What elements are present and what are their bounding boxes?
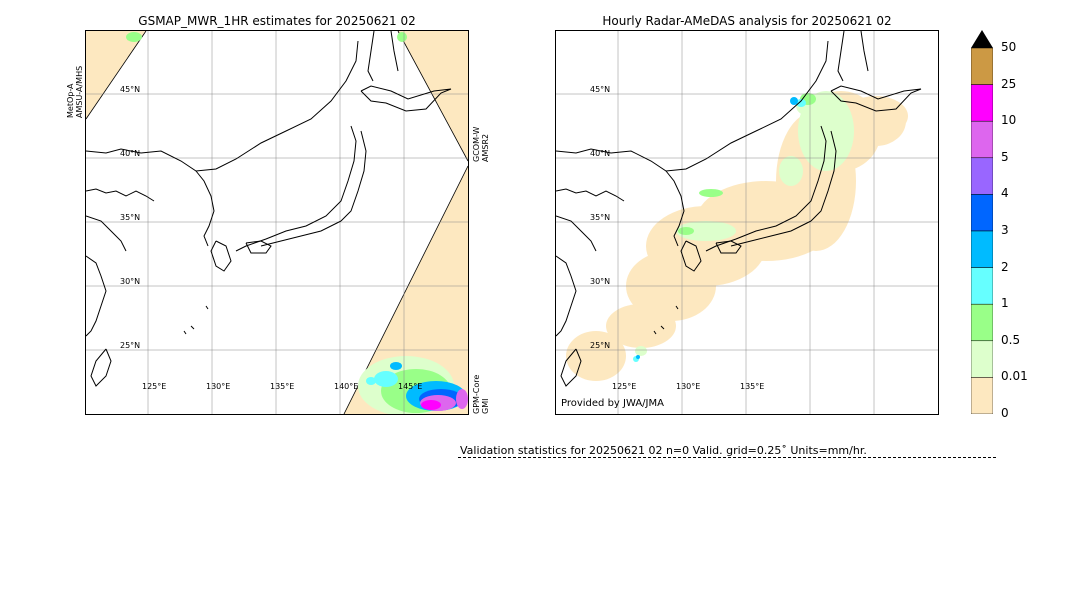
left-lat-label-35: 35°N <box>120 213 141 222</box>
left-lat-label-40: 40°N <box>120 149 141 158</box>
colorbar-tick-label: 3 <box>1001 223 1009 237</box>
left-lat-label-30: 30°N <box>120 277 141 286</box>
right-map-canvas <box>556 31 938 414</box>
left-lat-label-45: 45°N <box>120 85 141 94</box>
colorbar-tick-label: 0 <box>1001 406 1009 420</box>
colorbar-extend-triangle <box>971 30 993 48</box>
colorbar-tick-label: 50 <box>1001 40 1017 54</box>
validation-underline <box>458 457 996 458</box>
colorbar-segment <box>970 377 994 415</box>
left-lon-label-135: 135°E <box>270 382 295 391</box>
colorbar-tick-label: 5 <box>1001 149 1009 164</box>
satellite-label-right-bottom: GPM-Core GMI <box>472 374 490 414</box>
left-lon-label-140: 140°E <box>334 382 359 391</box>
right-lat-label-35: 35°N <box>590 213 611 222</box>
left-map-canvas <box>86 31 468 414</box>
colorbar-segment <box>970 194 994 232</box>
radar-coverage <box>566 91 908 381</box>
graticule-right <box>556 31 938 414</box>
colorbar-segment <box>970 120 994 159</box>
right-lat-label-40: 40°N <box>590 149 611 158</box>
left-lon-label-130: 130°E <box>206 382 231 391</box>
right-lat-label-45: 45°N <box>590 85 611 94</box>
validation-statistics: Validation statistics for 20250621 02 n=… <box>460 444 867 457</box>
colorbar-segment <box>970 340 994 378</box>
colorbar-tick-label: 10 <box>1001 113 1017 128</box>
colorbar-tick-label: 2 <box>1001 259 1009 274</box>
right-lon-label-130: 130°E <box>676 382 701 391</box>
left-lon-label-125: 125°E <box>142 382 167 391</box>
colorbar-tick-label: 0.5 <box>1001 332 1021 347</box>
coastlines-right <box>556 31 922 387</box>
right-lat-label-30: 30°N <box>590 277 611 286</box>
colorbar-tick-label: 1 <box>1001 296 1009 311</box>
right-lon-label-125: 125°E <box>612 382 637 391</box>
right-lat-label-25: 25°N <box>590 341 611 350</box>
precip-patches-left <box>126 32 468 414</box>
colorbar-segment <box>970 47 994 85</box>
left-lat-label-25: 25°N <box>120 341 141 350</box>
provided-by-label: Provided by JWA/JMA <box>561 398 664 409</box>
right-map: 45°N 40°N 35°N 30°N 25°N 125°E 130°E 135… <box>555 30 939 415</box>
left-lon-label-145: 145°E <box>398 382 423 391</box>
satellite-label-left: MetOp-A AMSU-A/MHS <box>66 65 84 118</box>
colorbar-segment <box>970 84 994 122</box>
colorbar-segment <box>970 157 994 195</box>
colorbar-tick-label: 4 <box>1001 186 1009 201</box>
colorbar-tick-label: 0.01 <box>1001 369 1028 384</box>
colorbar-svg <box>970 30 994 415</box>
right-map-title: Hourly Radar-AMeDAS analysis for 2025062… <box>602 14 892 28</box>
right-lon-label-135: 135°E <box>740 382 765 391</box>
colorbar <box>970 30 994 415</box>
colorbar-segment <box>970 303 994 342</box>
coastlines-left <box>86 31 452 387</box>
colorbar-segment <box>970 230 994 268</box>
satellite-label-right-top: GCOM-W AMSR2 <box>472 126 490 162</box>
graticule-left <box>86 31 468 414</box>
left-map-title: GSMAP_MWR_1HR estimates for 20250621 02 <box>138 14 416 28</box>
colorbar-segment <box>970 267 994 305</box>
colorbar-tick-label: 25 <box>1001 76 1017 91</box>
left-map: 45°N 40°N 35°N 30°N 25°N 125°E 130°E 135… <box>85 30 469 415</box>
